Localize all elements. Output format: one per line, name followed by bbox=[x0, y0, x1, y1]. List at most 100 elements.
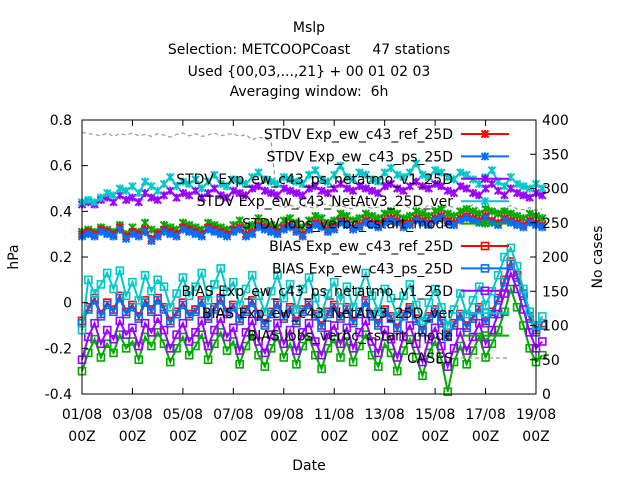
series-layer bbox=[77, 159, 547, 397]
data-point bbox=[197, 193, 207, 202]
data-point bbox=[481, 339, 490, 349]
data-point bbox=[147, 193, 156, 202]
data-point bbox=[128, 193, 137, 202]
data-point bbox=[355, 223, 364, 232]
data-point bbox=[380, 182, 389, 191]
x-tick-label: 05/08 00Z bbox=[163, 407, 203, 445]
legend-label: STDV lobs_verbc_cstart_mode bbox=[242, 217, 453, 233]
legend-item: BIAS Exp_ew_c43_ref_25D bbox=[269, 239, 509, 255]
data-point bbox=[493, 209, 503, 218]
data-point bbox=[323, 289, 333, 298]
data-point bbox=[317, 323, 326, 333]
data-point bbox=[184, 179, 194, 189]
data-point bbox=[197, 316, 207, 326]
data-point bbox=[235, 177, 244, 186]
data-point bbox=[430, 323, 440, 333]
data-point bbox=[147, 307, 156, 317]
data-point bbox=[134, 296, 144, 305]
data-point bbox=[134, 232, 143, 241]
data-point bbox=[121, 309, 131, 319]
data-point bbox=[355, 286, 364, 296]
data-point bbox=[109, 191, 118, 200]
legend-label: BIAS Exp_ew_c43_ref_25D bbox=[269, 239, 453, 255]
series-bias-exp-ew-c43-ps-25d bbox=[77, 259, 547, 342]
data-point bbox=[292, 318, 301, 328]
data-point bbox=[411, 300, 421, 310]
data-point bbox=[254, 168, 263, 177]
data-point bbox=[279, 353, 289, 362]
data-point bbox=[273, 191, 282, 200]
data-point bbox=[449, 357, 459, 367]
data-point bbox=[474, 318, 484, 328]
data-point bbox=[330, 184, 339, 193]
data-point bbox=[330, 170, 339, 180]
data-point bbox=[443, 362, 453, 371]
data-point bbox=[279, 339, 289, 349]
data-point bbox=[342, 323, 352, 333]
data-point bbox=[336, 296, 345, 305]
data-point bbox=[361, 209, 370, 218]
legend-item: BIAS Exp_ew_c43_ps_25D bbox=[272, 261, 509, 277]
series-bias-exp-ew-c43-netatv3-25d-ver bbox=[77, 243, 547, 335]
y2-tick-label: 50 bbox=[542, 353, 560, 369]
data-point bbox=[159, 339, 169, 349]
data-point bbox=[317, 223, 326, 232]
data-point bbox=[487, 166, 497, 175]
data-point bbox=[355, 328, 364, 337]
data-point bbox=[178, 188, 188, 198]
data-point bbox=[134, 314, 144, 323]
data-point bbox=[109, 284, 118, 294]
data-point bbox=[374, 348, 383, 358]
data-point bbox=[191, 307, 200, 317]
data-point bbox=[121, 330, 131, 339]
data-point bbox=[197, 184, 207, 193]
data-point bbox=[493, 270, 503, 280]
data-point bbox=[355, 168, 364, 177]
data-point bbox=[222, 346, 232, 355]
data-point bbox=[386, 216, 396, 225]
data-point bbox=[367, 220, 377, 230]
data-point bbox=[203, 355, 213, 365]
data-point bbox=[273, 229, 282, 239]
data-point bbox=[273, 270, 282, 280]
data-point bbox=[361, 298, 371, 307]
data-point bbox=[260, 307, 270, 317]
data-point bbox=[266, 177, 276, 186]
legend-marker bbox=[480, 264, 490, 273]
data-point bbox=[115, 316, 125, 326]
data-point bbox=[216, 191, 225, 200]
data-point bbox=[405, 321, 415, 330]
data-point bbox=[178, 318, 188, 328]
data-point bbox=[172, 289, 181, 298]
data-point bbox=[538, 223, 547, 232]
data-point bbox=[317, 175, 326, 184]
data-point bbox=[298, 341, 307, 351]
data-point bbox=[134, 355, 144, 365]
data-point bbox=[222, 232, 232, 241]
x-tick-label: 07/08 00Z bbox=[213, 407, 253, 445]
data-point bbox=[317, 213, 326, 223]
data-point bbox=[348, 344, 358, 353]
data-point bbox=[140, 218, 150, 227]
data-point bbox=[90, 318, 99, 328]
data-point bbox=[102, 268, 112, 278]
data-point bbox=[367, 186, 377, 195]
data-point bbox=[367, 312, 377, 321]
y-tick-label: 0.2 bbox=[50, 250, 72, 266]
data-point bbox=[109, 334, 118, 344]
data-point bbox=[292, 346, 301, 355]
data-point bbox=[121, 186, 131, 195]
data-point bbox=[241, 191, 251, 200]
data-point bbox=[336, 161, 345, 170]
data-point bbox=[506, 268, 516, 278]
data-point bbox=[254, 213, 263, 223]
data-point bbox=[216, 229, 225, 239]
data-point bbox=[418, 328, 427, 337]
data-point bbox=[392, 366, 402, 376]
data-point bbox=[210, 325, 219, 335]
data-point bbox=[210, 184, 219, 193]
data-point bbox=[247, 298, 257, 307]
data-point bbox=[273, 300, 282, 310]
data-point bbox=[456, 289, 465, 298]
data-point bbox=[506, 218, 515, 227]
